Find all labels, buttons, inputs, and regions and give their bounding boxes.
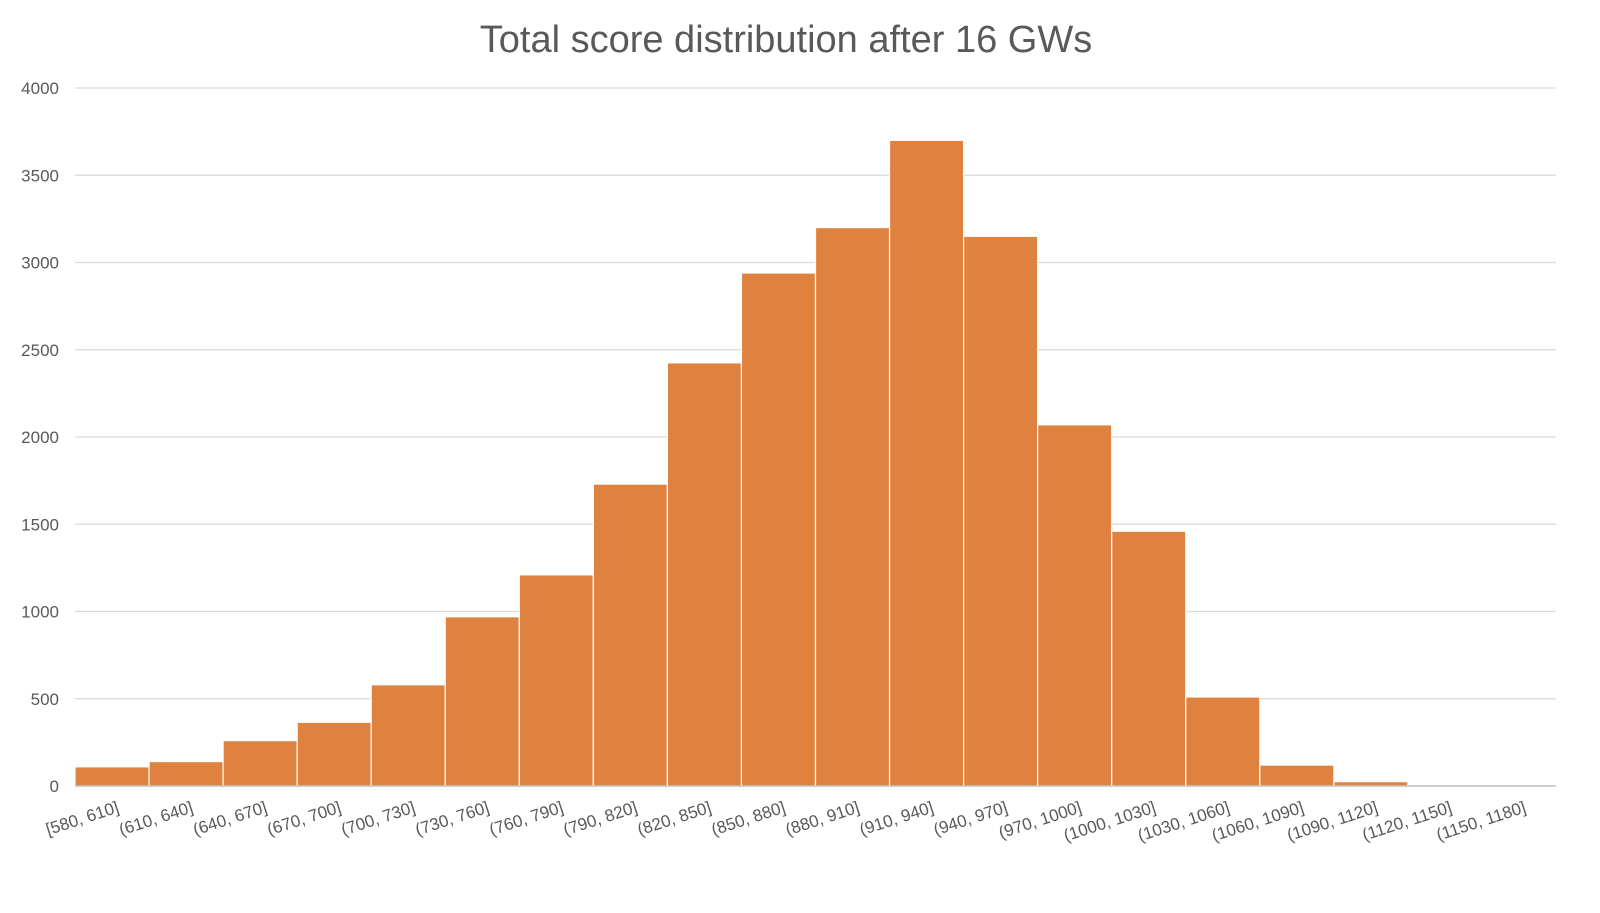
y-axis-ticks: 0 500 1000 1500 2000 2500 3000 3500 4000 bbox=[21, 79, 59, 796]
x-tick-label: (640, 670] bbox=[191, 798, 270, 840]
bar bbox=[222, 740, 298, 787]
y-tick-label: 2500 bbox=[21, 341, 59, 360]
x-tick-label: (760, 790] bbox=[487, 798, 566, 840]
x-tick-label: (790, 820] bbox=[561, 798, 640, 840]
x-tick-label: (730, 760] bbox=[413, 798, 492, 840]
y-tick-label: 2000 bbox=[21, 428, 59, 447]
y-tick-label: 500 bbox=[31, 690, 59, 709]
y-tick-label: 3500 bbox=[21, 166, 59, 185]
x-tick-label: (820, 850] bbox=[635, 798, 714, 840]
y-tick-label: 0 bbox=[50, 777, 59, 796]
y-tick-label: 4000 bbox=[21, 79, 59, 98]
bar bbox=[1185, 696, 1261, 787]
x-tick-label: (910, 940] bbox=[857, 798, 936, 840]
x-tick-label: (850, 880] bbox=[709, 798, 788, 840]
x-tick-label: (700, 730] bbox=[339, 798, 418, 840]
bar bbox=[1037, 424, 1113, 787]
bars bbox=[74, 139, 1409, 787]
bar bbox=[1111, 530, 1187, 787]
bar bbox=[148, 760, 224, 787]
bar bbox=[666, 362, 743, 787]
y-tick-label: 3000 bbox=[21, 254, 59, 273]
bar bbox=[1259, 764, 1335, 787]
x-tick-label: (940, 970] bbox=[931, 798, 1010, 840]
bar bbox=[740, 272, 817, 787]
x-tick-label: (610, 640] bbox=[117, 798, 196, 840]
x-tick-label: (670, 700] bbox=[265, 798, 344, 840]
bar bbox=[962, 235, 1039, 787]
y-tick-label: 1000 bbox=[21, 603, 59, 622]
chart-title: Total score distribution after 16 GWs bbox=[480, 19, 1092, 61]
bar bbox=[518, 574, 594, 787]
bar bbox=[888, 139, 965, 787]
bar bbox=[370, 684, 446, 787]
x-axis-ticks: [580, 610](610, 640](640, 670](670, 700]… bbox=[43, 798, 1528, 846]
y-tick-label: 1500 bbox=[21, 515, 59, 534]
bar bbox=[592, 483, 668, 787]
x-tick-label: (880, 910] bbox=[783, 798, 862, 840]
bar bbox=[444, 616, 520, 787]
bar bbox=[296, 721, 372, 787]
bar bbox=[74, 766, 150, 787]
x-tick-label: [580, 610] bbox=[43, 798, 121, 839]
bar bbox=[814, 227, 891, 787]
